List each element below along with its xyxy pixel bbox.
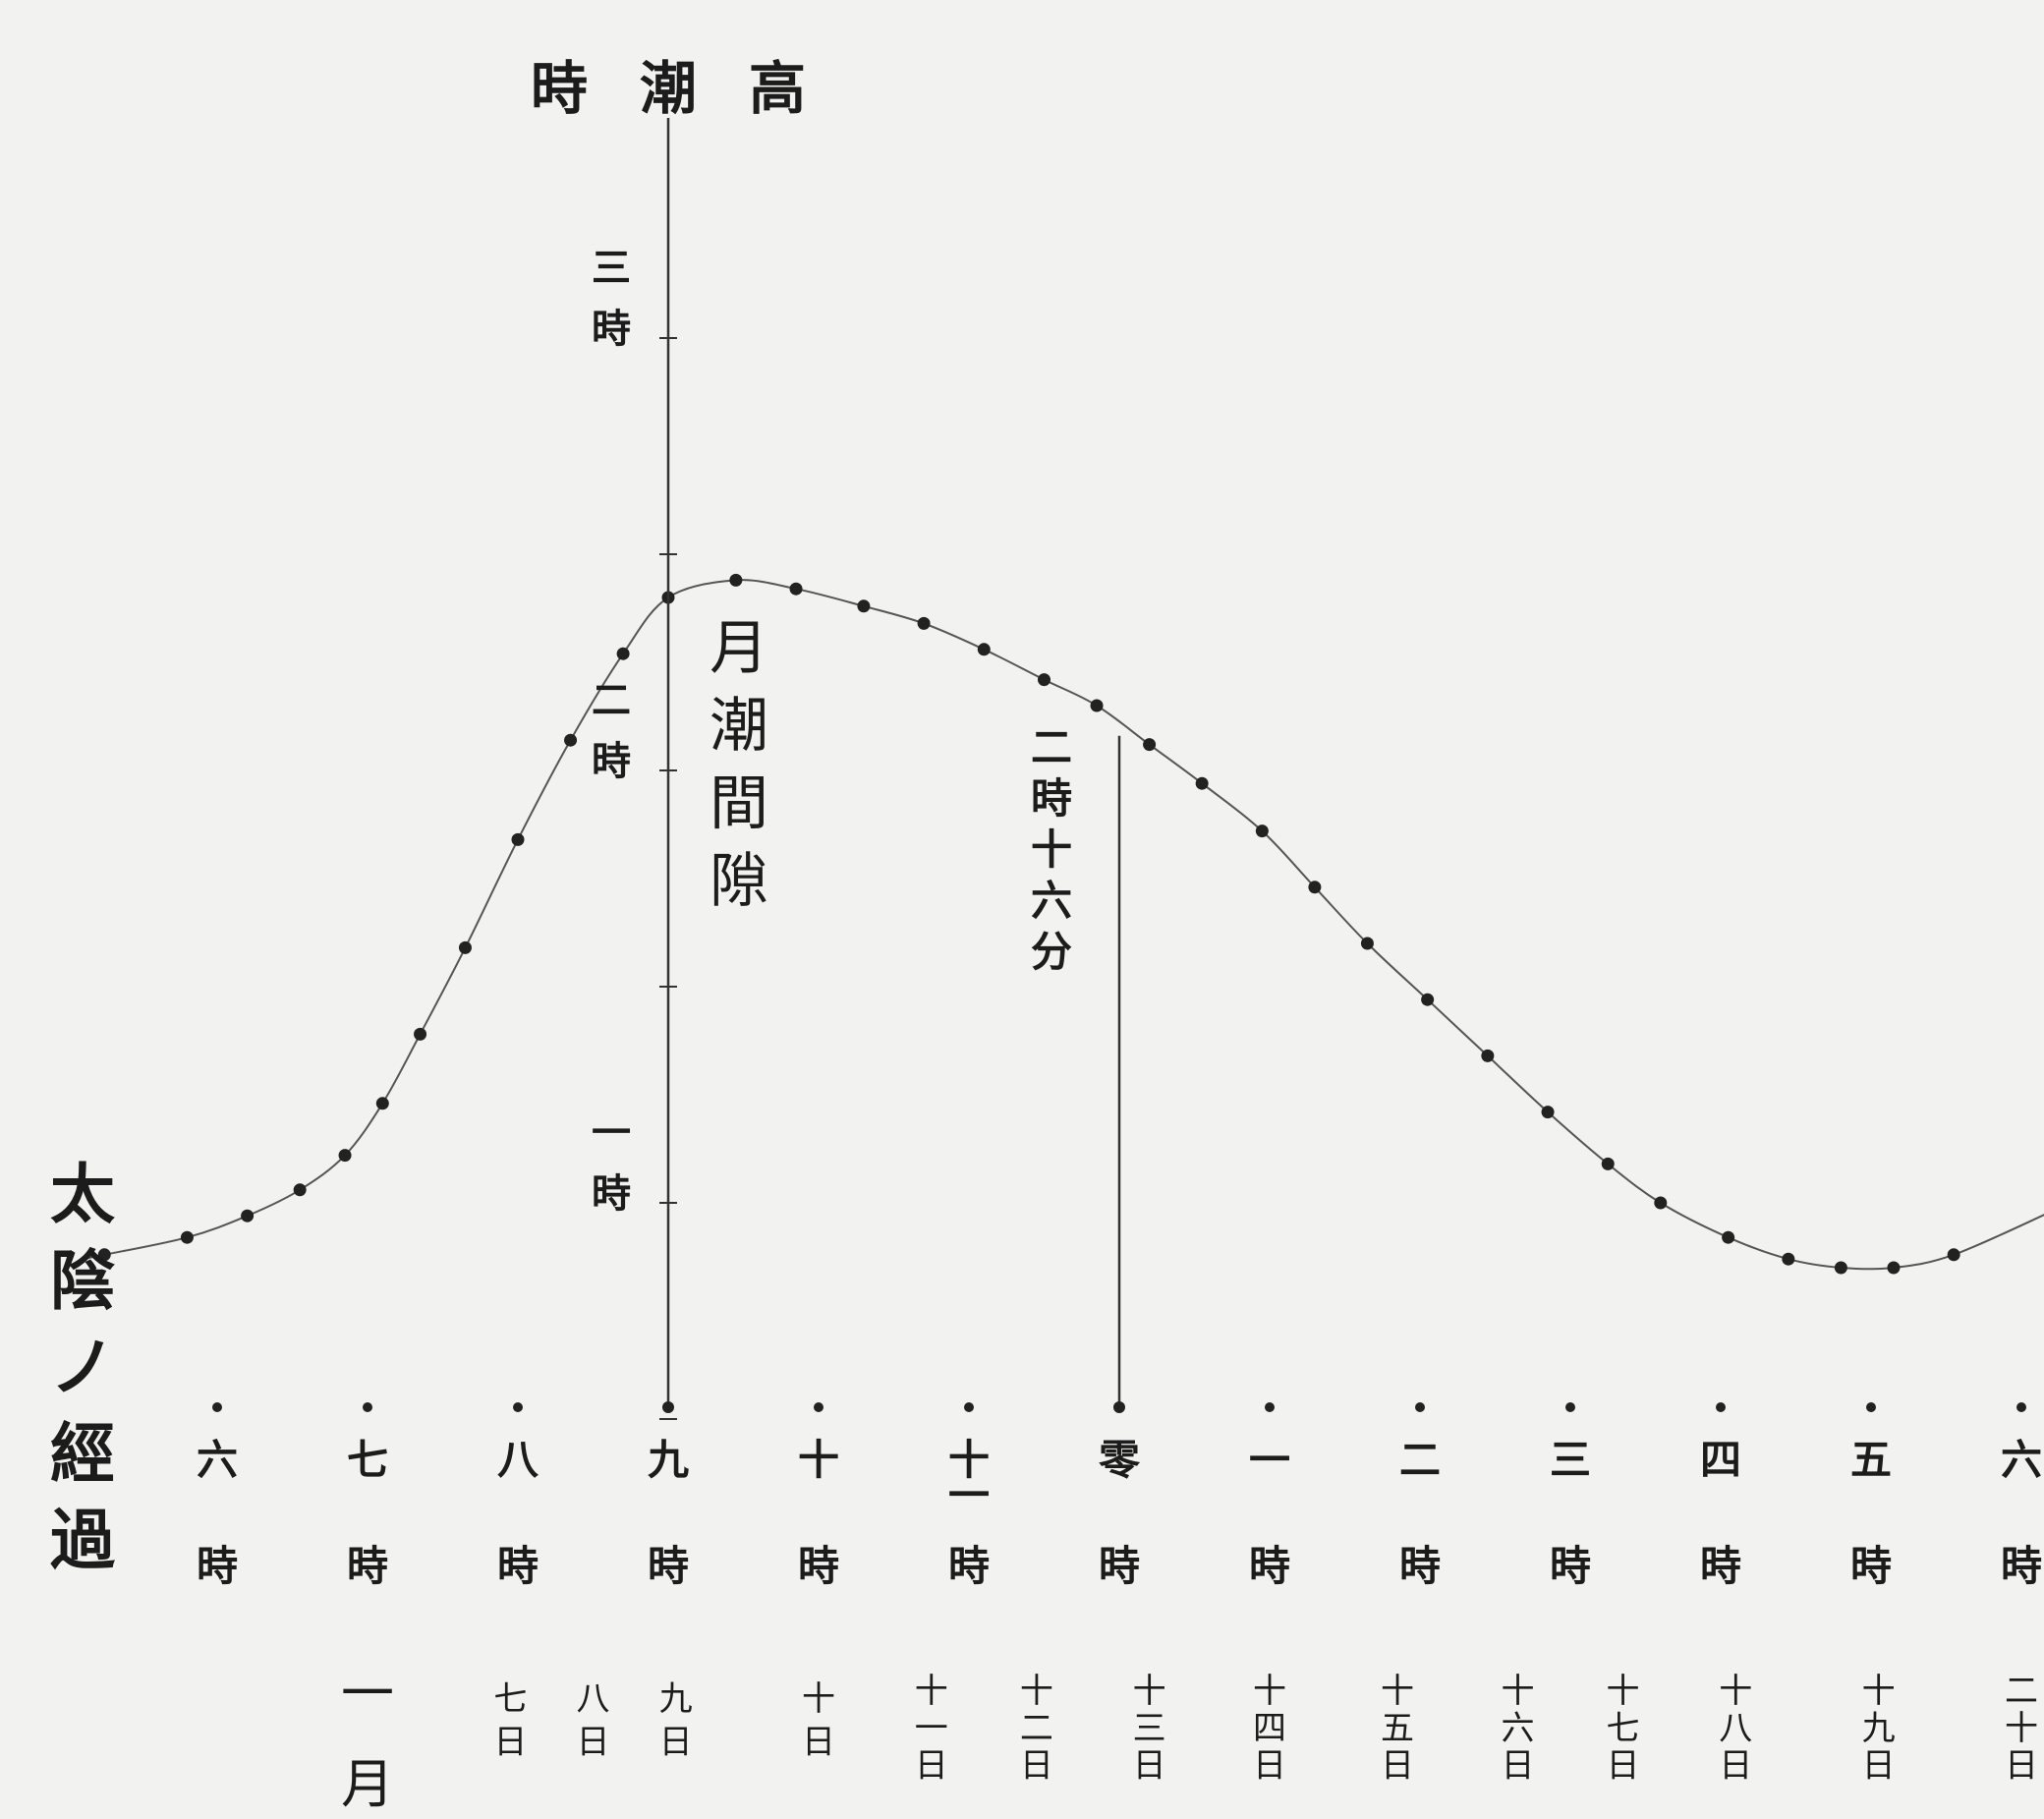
x-hour-label-6: 零 xyxy=(1099,1436,1141,1484)
curve-point-25 xyxy=(1481,1049,1495,1062)
curve-point-23 xyxy=(1360,937,1374,950)
x-hour-dot-11 xyxy=(1866,1402,1876,1412)
curve-point-2 xyxy=(241,1209,255,1222)
curve-point-5 xyxy=(375,1097,389,1110)
curve-point-26 xyxy=(1541,1106,1555,1119)
curve-point-13 xyxy=(789,582,803,596)
x-hour-dot-8 xyxy=(1415,1402,1425,1412)
curve-layer xyxy=(82,573,2044,1275)
curve-point-10 xyxy=(616,647,630,660)
curve-point-21 xyxy=(1255,824,1269,838)
date-label-8: 十五日 xyxy=(1381,1672,1414,1786)
date-label-4: 十一日 xyxy=(915,1672,948,1786)
curve-point-20 xyxy=(1195,776,1209,790)
x-hour-label-12: 六 xyxy=(2001,1436,2042,1484)
y-tick-label-2: 三時 xyxy=(592,245,631,352)
x-hour-unit-6: 時 xyxy=(1099,1542,1140,1590)
curve-point-1 xyxy=(180,1230,194,1244)
curve-point-15 xyxy=(917,616,931,630)
x-hour-label-0: 六 xyxy=(197,1436,238,1484)
x-hour-label-2: 八 xyxy=(497,1436,539,1484)
x-hour-unit-8: 時 xyxy=(1399,1542,1441,1590)
date-label-9: 十六日 xyxy=(1501,1672,1534,1786)
curve-point-0 xyxy=(97,1248,111,1262)
x-hour-unit-4: 時 xyxy=(798,1542,839,1590)
labels-layer: 時潮高一時二時三時月潮間隙二時十六分六時七時八時九時十時十一時零時一時二時三時四… xyxy=(50,55,2042,1815)
curve-point-32 xyxy=(1887,1261,1901,1275)
date-label-3: 十日 xyxy=(802,1679,835,1762)
x-hour-dot-5 xyxy=(964,1402,974,1412)
date-label-0: 七日 xyxy=(493,1679,527,1762)
x-hour-dot-12 xyxy=(2016,1402,2026,1412)
x-hour-label-1: 七 xyxy=(347,1436,388,1484)
x-hour-label-9: 三 xyxy=(1550,1436,1591,1484)
date-label-6: 十三日 xyxy=(1133,1672,1166,1786)
x-hour-unit-1: 時 xyxy=(347,1542,388,1590)
x-hour-unit-0: 時 xyxy=(197,1542,238,1590)
x-hour-label-5: 十一 xyxy=(948,1436,990,1519)
date-month-label: 一月 xyxy=(341,1663,394,1815)
date-label-10: 十七日 xyxy=(1607,1672,1640,1786)
x-hour-dot-1 xyxy=(363,1402,372,1412)
x-hour-unit-11: 時 xyxy=(1850,1542,1892,1590)
x-hour-label-4: 十 xyxy=(798,1436,839,1484)
x-hour-dot-9 xyxy=(1565,1402,1575,1412)
x-hour-unit-12: 時 xyxy=(2001,1542,2042,1590)
curve-point-9 xyxy=(564,733,578,747)
curve-point-17 xyxy=(1038,673,1050,687)
curve-point-19 xyxy=(1143,738,1157,752)
x-hour-dot-0 xyxy=(212,1402,222,1412)
date-label-13: 二十日 xyxy=(2005,1672,2038,1786)
curve-point-31 xyxy=(1834,1261,1847,1275)
x-hour-unit-10: 時 xyxy=(1700,1542,1741,1590)
curve-point-16 xyxy=(977,643,991,656)
x-hour-unit-2: 時 xyxy=(497,1542,539,1590)
date-label-1: 八日 xyxy=(577,1679,610,1762)
date-label-5: 十二日 xyxy=(1020,1672,1053,1786)
date-label-7: 十四日 xyxy=(1253,1672,1286,1786)
curve-point-14 xyxy=(857,599,871,613)
vertical-line-foot-1 xyxy=(1113,1401,1125,1413)
curve-point-33 xyxy=(1947,1248,1960,1262)
date-label-11: 十八日 xyxy=(1719,1672,1752,1786)
x-hour-label-11: 五 xyxy=(1850,1436,1892,1484)
annotation-interval: 月潮間隙 xyxy=(710,614,768,916)
x-hour-dot-2 xyxy=(513,1402,523,1412)
annotation-duration: 二時十六分 xyxy=(1031,723,1072,976)
vertical-line-foot-0 xyxy=(662,1401,674,1413)
curve-point-27 xyxy=(1601,1157,1615,1170)
date-label-12: 十九日 xyxy=(1862,1672,1896,1786)
x-hour-unit-3: 時 xyxy=(648,1542,689,1590)
curve-point-3 xyxy=(293,1183,307,1197)
curve-point-24 xyxy=(1421,993,1435,1006)
y-tick-label-1: 二時 xyxy=(592,677,631,784)
date-label-2: 九日 xyxy=(659,1679,693,1762)
x-hour-unit-9: 時 xyxy=(1550,1542,1591,1590)
curve-point-8 xyxy=(511,832,525,846)
x-hour-unit-7: 時 xyxy=(1249,1542,1290,1590)
curve-point-22 xyxy=(1308,881,1322,894)
curve-point-7 xyxy=(458,940,472,954)
curve-point-18 xyxy=(1090,699,1104,712)
x-hour-label-8: 二 xyxy=(1399,1436,1441,1484)
chart-title: 時潮高 xyxy=(531,55,806,122)
curve-point-30 xyxy=(1782,1252,1795,1266)
x-hour-dot-10 xyxy=(1716,1402,1726,1412)
x-hour-dot-7 xyxy=(1265,1402,1275,1412)
curve-point-4 xyxy=(338,1149,352,1163)
x-hour-label-7: 一 xyxy=(1249,1436,1290,1484)
x-axis-label: 太陰ノ經過 xyxy=(50,1156,116,1578)
axes-layer xyxy=(659,118,1125,1420)
x-hour-label-10: 四 xyxy=(1700,1436,1741,1484)
curve-point-29 xyxy=(1722,1230,1735,1244)
y-tick-label-0: 一時 xyxy=(592,1109,631,1217)
x-hour-unit-5: 時 xyxy=(948,1542,990,1590)
curve-point-28 xyxy=(1654,1196,1668,1210)
curve-point-12 xyxy=(729,573,743,587)
x-hour-dot-4 xyxy=(814,1402,823,1412)
x-hour-label-3: 九 xyxy=(648,1436,689,1484)
curve-point-6 xyxy=(414,1027,427,1041)
